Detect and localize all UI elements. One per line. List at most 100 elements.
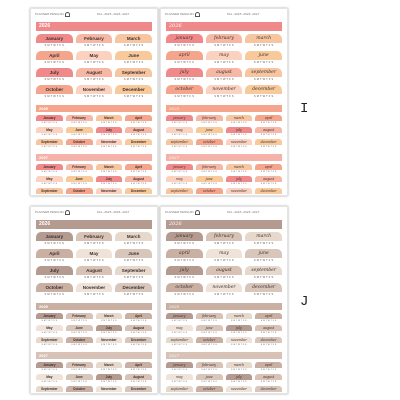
month-sticker: may S M T W T F S	[166, 325, 193, 335]
weekday-row: S M T W T F S	[253, 44, 274, 47]
month-sticker: may S M T W T F S	[205, 249, 243, 263]
year-banner-2025: 2025	[166, 105, 282, 112]
weekday-row: S M T W T F S	[231, 344, 247, 346]
weekday-row: S M T W T F S	[71, 320, 87, 322]
month-sticker: January S M T W T F S	[36, 34, 73, 48]
weekday-row: S M T W T F S	[174, 61, 195, 64]
month-sticker: November S M T W T F S	[75, 85, 113, 99]
weekday-row: S M T W T F S	[226, 392, 253, 393]
weekday-row: S M T W T F S	[44, 276, 65, 279]
month-sticker: February S M T W T F S	[65, 115, 93, 125]
month-sticker: September S M T W T F S	[36, 386, 63, 393]
weekday-row: S M T W T F S	[196, 392, 223, 393]
weekday-row: S M T W T F S	[174, 44, 195, 47]
weekday-row: S M T W T F S	[231, 369, 247, 371]
weekday-row: S M T W T F S	[41, 183, 58, 185]
month-sticker: April S M T W T F S	[125, 313, 152, 323]
weekday-row: S M T W T F S	[101, 332, 117, 334]
month-sticker: march S M T W T F S	[225, 164, 253, 174]
month-label: October	[65, 337, 93, 343]
weekday-row: S M T W T F S	[171, 381, 188, 383]
year-banner-2026: 2026	[36, 22, 152, 31]
sticker-sheet[interactable]: PLANNER PENGUIN KAL-2025-2026-2027 2026 jan…	[160, 8, 288, 196]
month-sticker: august S M T W T F S	[255, 176, 282, 186]
month-label: May	[75, 249, 113, 258]
year-banner-2025: 2025	[166, 303, 282, 310]
weekday-row: S M T W T F S	[123, 242, 144, 245]
month-label: november	[225, 188, 253, 194]
weekday-row: S M T W T F S	[253, 276, 274, 279]
month-sticker: February S M T W T F S	[75, 232, 113, 246]
month-label: September	[36, 386, 63, 392]
month-label: february	[195, 313, 223, 319]
weekday-row: S M T W T F S	[84, 95, 104, 98]
month-label: June	[65, 176, 93, 182]
weekday-row: S M T W T F S	[84, 44, 104, 47]
weekday-row: S M T W T F S	[84, 78, 104, 81]
month-grid-2027: January S M T W T F S February S M T W T F …	[36, 164, 152, 195]
weekday-row: S M T W T F S	[171, 320, 188, 322]
weekday-row: S M T W T F S	[41, 134, 58, 136]
month-label: january	[166, 362, 193, 368]
month-sticker: march S M T W T F S	[245, 34, 282, 48]
month-label: September	[36, 139, 63, 145]
month-sticker: october S M T W T F S	[195, 188, 223, 195]
month-label: January	[36, 232, 73, 241]
sticker-sheet[interactable]: PLANNER PENGUIN KAL-2025-2026-2027 2026 Jan…	[30, 206, 158, 394]
month-sticker: July S M T W T F S	[95, 127, 123, 137]
weekday-row: S M T W T F S	[41, 381, 58, 383]
sticker-sheet[interactable]: PLANNER PENGUIN KAL-2025-2026-2027 2026 jan…	[160, 206, 288, 394]
month-sticker: December S M T W T F S	[125, 139, 152, 149]
month-sticker: april S M T W T F S	[166, 249, 203, 263]
month-label: february	[195, 115, 223, 121]
weekday-row: S M T W T F S	[260, 183, 277, 185]
month-label: April	[36, 51, 73, 60]
month-sticker: may S M T W T F S	[205, 51, 243, 65]
month-sticker: September S M T W T F S	[36, 337, 63, 347]
weekday-row: S M T W T F S	[71, 381, 87, 383]
month-sticker: April S M T W T F S	[125, 362, 152, 372]
month-label: november	[225, 386, 253, 392]
weekday-row: S M T W T F S	[231, 320, 247, 322]
year-banner-2026: 2026	[36, 220, 152, 229]
month-sticker: June S M T W T F S	[65, 374, 93, 384]
month-sticker: september S M T W T F S	[245, 266, 282, 280]
month-grid-2025: January S M T W T F S February S M T W T F …	[36, 313, 152, 347]
weekday-row: S M T W T F S	[171, 171, 188, 173]
weekday-row: S M T W T F S	[123, 44, 144, 47]
weekday-row: S M T W T F S	[44, 259, 65, 262]
month-sticker: August S M T W T F S	[125, 374, 152, 384]
month-label: june	[195, 176, 223, 182]
weekday-row: S M T W T F S	[71, 122, 87, 124]
month-sticker: June S M T W T F S	[65, 325, 93, 335]
month-label: may	[166, 176, 193, 182]
weekday-row: S M T W T F S	[174, 259, 195, 262]
month-label: January	[36, 115, 63, 121]
month-sticker: June S M T W T F S	[65, 127, 93, 137]
month-sticker: march S M T W T F S	[245, 232, 282, 246]
weekday-row: S M T W T F S	[201, 320, 217, 322]
sticker-sheet[interactable]: PLANNER PENGUIN KAL-2025-2026-2027 2026 Jan…	[30, 8, 158, 196]
month-sticker: December S M T W T F S	[125, 386, 152, 393]
month-label: June	[115, 249, 152, 258]
month-sticker: october S M T W T F S	[166, 85, 203, 99]
month-label: november	[205, 85, 243, 94]
weekday-row: S M T W T F S	[71, 134, 87, 136]
weekday-row: S M T W T F S	[260, 320, 277, 322]
month-label: april	[255, 115, 282, 121]
month-label: July	[36, 68, 73, 77]
weekday-row: S M T W T F S	[41, 369, 58, 371]
month-sticker: July S M T W T F S	[95, 176, 123, 186]
month-label: February	[65, 362, 93, 368]
month-sticker: February S M T W T F S	[75, 34, 113, 48]
month-sticker: December S M T W T F S	[125, 337, 152, 347]
weekday-row: S M T W T F S	[260, 332, 277, 334]
weekday-row: S M T W T F S	[214, 95, 234, 98]
month-sticker: October S M T W T F S	[65, 139, 93, 149]
weekday-row: S M T W T F S	[260, 369, 277, 371]
month-sticker: september S M T W T F S	[166, 139, 193, 149]
